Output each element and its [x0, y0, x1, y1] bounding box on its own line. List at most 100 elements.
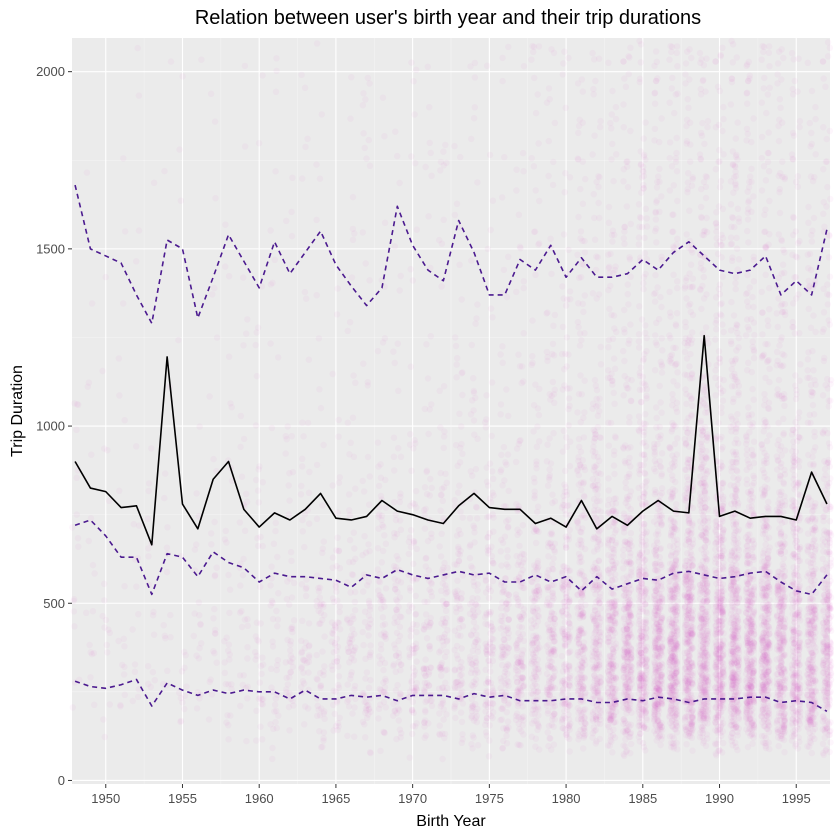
data-point: [488, 543, 495, 550]
data-point: [225, 353, 233, 360]
data-point: [412, 610, 420, 618]
data-point: [471, 670, 479, 677]
data-point: [268, 575, 275, 582]
data-point: [532, 187, 539, 194]
data-point: [596, 735, 603, 743]
data-point: [453, 561, 461, 568]
data-point: [70, 597, 77, 605]
data-point: [503, 709, 510, 716]
data-point: [452, 679, 459, 687]
data-point: [333, 547, 340, 554]
data-point: [628, 376, 635, 384]
data-point: [441, 428, 448, 435]
data-point: [625, 495, 632, 503]
data-point: [505, 591, 513, 599]
data-point: [658, 485, 666, 492]
data-point: [287, 669, 294, 676]
data-point: [413, 576, 420, 583]
data-point: [471, 431, 478, 438]
data-point: [305, 489, 313, 496]
data-point: [405, 608, 413, 615]
data-point: [420, 665, 427, 673]
data-point: [487, 226, 494, 234]
data-point: [671, 109, 678, 117]
data-point: [534, 423, 541, 430]
data-point: [421, 679, 429, 687]
data-point: [551, 311, 559, 319]
data-point: [381, 219, 389, 226]
data-point: [439, 699, 447, 707]
data-point: [503, 518, 510, 525]
data-point: [335, 663, 342, 670]
data-point: [421, 511, 428, 518]
data-point: [577, 228, 585, 235]
data-point: [366, 277, 373, 284]
data-point: [148, 445, 155, 452]
data-point: [673, 241, 680, 248]
data-point: [503, 599, 510, 607]
data-point: [329, 595, 337, 602]
data-point: [474, 742, 482, 749]
data-point: [455, 545, 462, 553]
data-point: [253, 619, 261, 626]
data-point: [482, 576, 490, 584]
data-point: [451, 666, 459, 673]
data-point: [565, 532, 572, 540]
data-point: [636, 78, 643, 86]
data-point: [130, 521, 137, 528]
data-point: [657, 492, 664, 499]
data-point: [474, 515, 481, 522]
data-point: [592, 431, 599, 438]
data-point: [181, 648, 188, 656]
data-point: [421, 688, 428, 695]
data-point: [298, 683, 305, 691]
data-point: [423, 665, 430, 673]
data-point: [566, 174, 574, 181]
data-point: [237, 443, 244, 451]
data-point: [622, 459, 629, 467]
data-point: [483, 648, 490, 655]
data-point: [377, 701, 384, 708]
data-point: [621, 75, 628, 82]
data-point: [299, 528, 306, 535]
data-point: [610, 177, 617, 185]
data-point: [605, 203, 613, 211]
data-point: [671, 440, 679, 448]
data-point: [213, 334, 221, 341]
data-point: [395, 659, 402, 666]
data-point: [133, 258, 140, 265]
data-point: [305, 356, 313, 363]
data-point: [224, 712, 231, 719]
data-point: [254, 487, 262, 494]
data-point: [595, 662, 603, 669]
data-point: [267, 281, 275, 288]
data-point: [607, 282, 614, 290]
data-point: [298, 637, 305, 644]
data-point: [328, 662, 335, 670]
data-point: [398, 730, 405, 737]
data-point: [237, 702, 244, 710]
data-point: [258, 696, 265, 703]
data-point: [377, 641, 385, 648]
data-point: [666, 139, 674, 146]
data-point: [637, 670, 645, 677]
data-point: [421, 719, 428, 726]
data-point: [427, 664, 434, 671]
data-point: [670, 211, 677, 218]
data-point: [428, 580, 435, 587]
data-point: [549, 491, 556, 498]
data-point: [656, 423, 663, 431]
data-point: [637, 254, 644, 261]
data-point: [628, 709, 635, 716]
data-point: [466, 554, 474, 562]
data-point: [473, 636, 481, 643]
data-point: [99, 612, 106, 620]
data-point: [421, 525, 429, 532]
data-point: [625, 574, 633, 581]
data-point: [441, 559, 448, 567]
data-point: [563, 334, 571, 341]
data-point: [436, 710, 443, 717]
data-point: [406, 441, 414, 448]
data-point: [299, 455, 306, 462]
data-point: [531, 494, 538, 502]
